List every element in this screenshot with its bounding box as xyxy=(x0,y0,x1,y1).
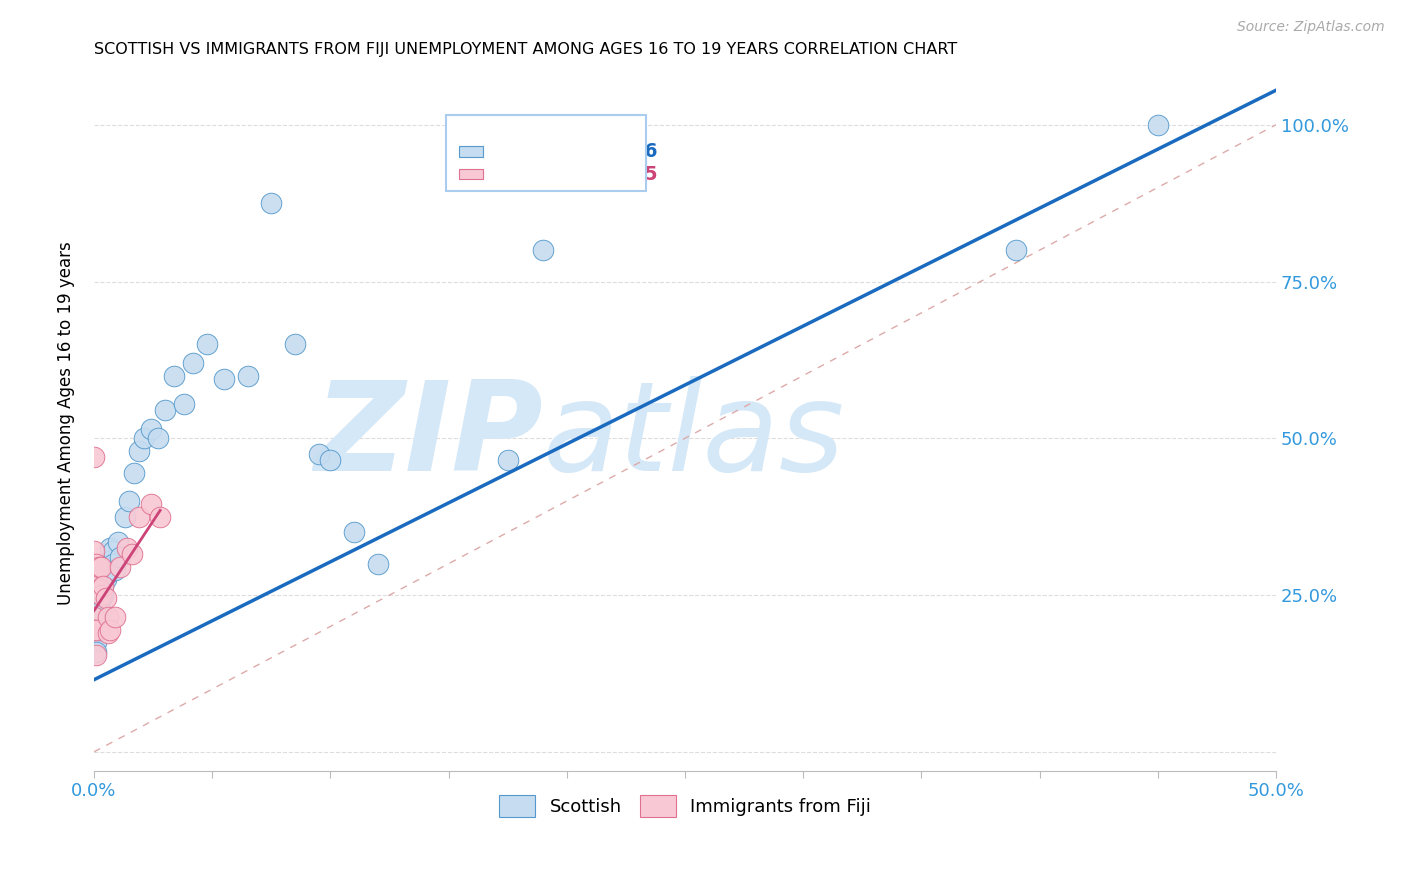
Point xyxy=(84,623,107,637)
Point xyxy=(83,544,105,558)
Text: R = 0.332: R = 0.332 xyxy=(492,164,595,184)
Point xyxy=(87,582,110,596)
Point xyxy=(93,579,115,593)
Point xyxy=(108,550,131,565)
Point xyxy=(115,541,138,555)
Point xyxy=(128,509,150,524)
Point xyxy=(284,337,307,351)
Text: N = 25: N = 25 xyxy=(586,164,658,184)
Point xyxy=(531,243,554,257)
Point xyxy=(97,610,120,624)
Point xyxy=(1005,243,1028,257)
Point xyxy=(114,509,136,524)
Point xyxy=(104,563,127,577)
Point xyxy=(97,566,120,581)
Point xyxy=(97,625,120,640)
Point xyxy=(90,560,112,574)
Point xyxy=(236,368,259,383)
Text: Source: ZipAtlas.com: Source: ZipAtlas.com xyxy=(1237,20,1385,34)
FancyBboxPatch shape xyxy=(460,146,482,157)
Point xyxy=(181,356,204,370)
Point xyxy=(496,453,519,467)
FancyBboxPatch shape xyxy=(446,115,645,191)
Point xyxy=(173,397,195,411)
Point xyxy=(308,447,330,461)
Point xyxy=(94,591,117,606)
Point xyxy=(83,450,105,464)
Point xyxy=(90,588,112,602)
Point xyxy=(84,644,107,658)
Point xyxy=(97,553,120,567)
Point xyxy=(567,118,589,132)
Point xyxy=(132,431,155,445)
Text: SCOTTISH VS IMMIGRANTS FROM FIJI UNEMPLOYMENT AMONG AGES 16 TO 19 YEARS CORRELAT: SCOTTISH VS IMMIGRANTS FROM FIJI UNEMPLO… xyxy=(94,42,957,57)
Point xyxy=(84,648,107,662)
Point xyxy=(319,453,342,467)
Point xyxy=(153,403,176,417)
Point xyxy=(104,610,127,624)
Point xyxy=(128,443,150,458)
Legend: Scottish, Immigrants from Fiji: Scottish, Immigrants from Fiji xyxy=(492,788,879,824)
Point xyxy=(555,118,578,132)
Point xyxy=(118,494,141,508)
Point xyxy=(90,591,112,606)
Point xyxy=(101,544,124,558)
Point xyxy=(94,573,117,587)
Point xyxy=(343,525,366,540)
Point xyxy=(260,196,283,211)
Point xyxy=(149,509,172,524)
Text: N = 46: N = 46 xyxy=(586,142,658,161)
Point xyxy=(108,560,131,574)
Point xyxy=(100,541,122,555)
Point xyxy=(139,497,162,511)
Text: R = 0.697: R = 0.697 xyxy=(492,142,595,161)
Point xyxy=(83,560,105,574)
Point xyxy=(84,573,107,587)
Point xyxy=(84,623,107,637)
Point xyxy=(84,635,107,649)
Point xyxy=(121,547,143,561)
Point xyxy=(163,368,186,383)
Point xyxy=(87,610,110,624)
Point xyxy=(100,623,122,637)
Point xyxy=(139,422,162,436)
Y-axis label: Unemployment Among Ages 16 to 19 years: Unemployment Among Ages 16 to 19 years xyxy=(58,241,75,605)
Point xyxy=(122,466,145,480)
Point xyxy=(87,560,110,574)
Text: ZIP: ZIP xyxy=(315,376,543,497)
Point xyxy=(100,553,122,567)
Point xyxy=(94,560,117,574)
Point xyxy=(107,534,129,549)
Point xyxy=(212,372,235,386)
Point xyxy=(367,557,389,571)
Point xyxy=(87,623,110,637)
Point xyxy=(83,610,105,624)
Point xyxy=(1146,118,1168,132)
Point xyxy=(197,337,219,351)
Point xyxy=(93,579,115,593)
Text: atlas: atlas xyxy=(543,376,845,497)
Point xyxy=(83,623,105,637)
Point xyxy=(90,604,112,618)
Point xyxy=(101,557,124,571)
FancyBboxPatch shape xyxy=(460,169,482,179)
Point xyxy=(84,557,107,571)
Point xyxy=(93,588,115,602)
Point xyxy=(146,431,169,445)
